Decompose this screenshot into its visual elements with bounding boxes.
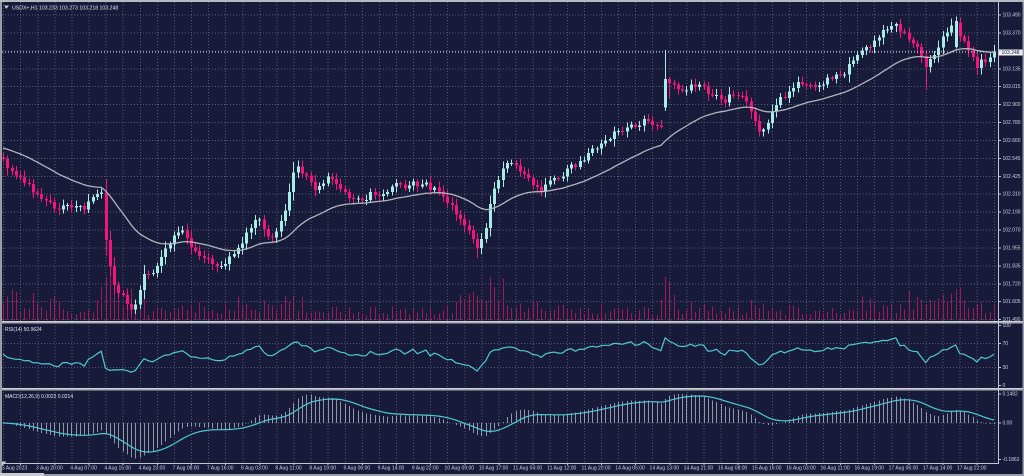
svg-text:RSI(14) 50.9624: RSI(14) 50.9624 [5,327,42,333]
svg-text:70: 70 [1003,341,1009,347]
svg-text:101.835: 101.835 [1003,263,1021,269]
svg-text:17 Aug 06:00: 17 Aug 06:00 [889,466,919,472]
svg-text:0: 0 [1003,383,1006,389]
svg-text:4 Aug 15:00: 4 Aug 15:00 [104,466,131,472]
svg-text:9 Aug 06:00: 9 Aug 06:00 [343,466,370,472]
svg-text:9 Aug 22:00: 9 Aug 22:00 [412,466,439,472]
svg-text:15 Aug 08:00: 15 Aug 08:00 [718,466,748,472]
svg-text:102.070: 102.070 [1003,228,1021,234]
svg-text:30: 30 [1003,365,1009,371]
svg-text:101.605: 101.605 [1003,299,1021,305]
svg-text:102.425: 102.425 [1003,174,1021,180]
svg-text:103.015: 103.015 [1003,84,1021,90]
svg-text:14 Aug 13:00: 14 Aug 13:00 [650,466,680,472]
svg-text:11 Aug 12:00: 11 Aug 12:00 [547,466,576,472]
svg-text:3 Aug 20:00: 3 Aug 20:00 [36,466,63,472]
svg-text:7 Aug 16:00: 7 Aug 16:00 [207,466,234,472]
svg-text:103.490: 103.490 [1003,13,1021,19]
svg-text:102.190: 102.190 [1003,210,1021,216]
svg-text:7 Aug 08:00: 7 Aug 08:00 [173,466,200,472]
svg-text:-0.1863: -0.1863 [1003,457,1020,463]
svg-text:101.490: 101.490 [1003,317,1021,323]
svg-text:11 Aug 04:00: 11 Aug 04:00 [513,466,542,472]
svg-text:102.900: 102.900 [1003,102,1021,108]
svg-text:102.310: 102.310 [1003,192,1021,198]
svg-text:4 Aug 07:00: 4 Aug 07:00 [70,466,97,472]
svg-text:8 Aug 19:00: 8 Aug 19:00 [309,466,336,472]
svg-text:103.135: 103.135 [1003,66,1021,72]
svg-text:100: 100 [1003,323,1012,329]
svg-text:9 Aug 14:00: 9 Aug 14:00 [378,466,405,472]
svg-text:17 Aug 22:00: 17 Aug 22:00 [957,466,987,472]
svg-text:102.660: 102.660 [1003,138,1021,144]
svg-text:102.780: 102.780 [1003,120,1021,126]
svg-text:14 Aug 05:00: 14 Aug 05:00 [615,466,645,472]
svg-text:14 Aug 21:00: 14 Aug 21:00 [684,466,714,472]
svg-text:10 Aug 17:00: 10 Aug 17:00 [479,466,509,472]
svg-text:16 Aug 11:00: 16 Aug 11:00 [821,466,850,472]
svg-text:101.955: 101.955 [1003,246,1021,252]
svg-text:16 Aug 19:00: 16 Aug 19:00 [854,466,884,472]
svg-text:10 Aug 09:00: 10 Aug 09:00 [445,466,475,472]
svg-text:MACD(12,26,9) 0.0022 0.0214: MACD(12,26,9) 0.0022 0.0214 [5,394,73,400]
svg-text:0.00: 0.00 [1003,421,1013,427]
svg-text:8 Aug 03:00: 8 Aug 03:00 [241,466,268,472]
svg-text:103.248: 103.248 [1002,50,1020,56]
svg-text:17 Aug 14:00: 17 Aug 14:00 [923,466,953,472]
svg-text:0.1482: 0.1482 [1003,392,1019,398]
svg-text:8 Aug 11:00: 8 Aug 11:00 [275,466,302,472]
svg-text:USDX+,H1 103.233 103.273 103.: USDX+,H1 103.233 103.273 103.218 103.248 [12,6,118,12]
svg-text:15 Aug 16:00: 15 Aug 16:00 [752,466,782,472]
svg-text:103.370: 103.370 [1003,30,1021,36]
svg-text:11 Aug 20:00: 11 Aug 20:00 [581,466,610,472]
svg-text:101.720: 101.720 [1003,281,1021,287]
svg-text:3 Aug 2023: 3 Aug 2023 [2,466,28,472]
svg-text:102.545: 102.545 [1003,156,1021,162]
svg-text:4 Aug 23:00: 4 Aug 23:00 [139,466,166,472]
svg-text:16 Aug 03:00: 16 Aug 03:00 [786,466,816,472]
